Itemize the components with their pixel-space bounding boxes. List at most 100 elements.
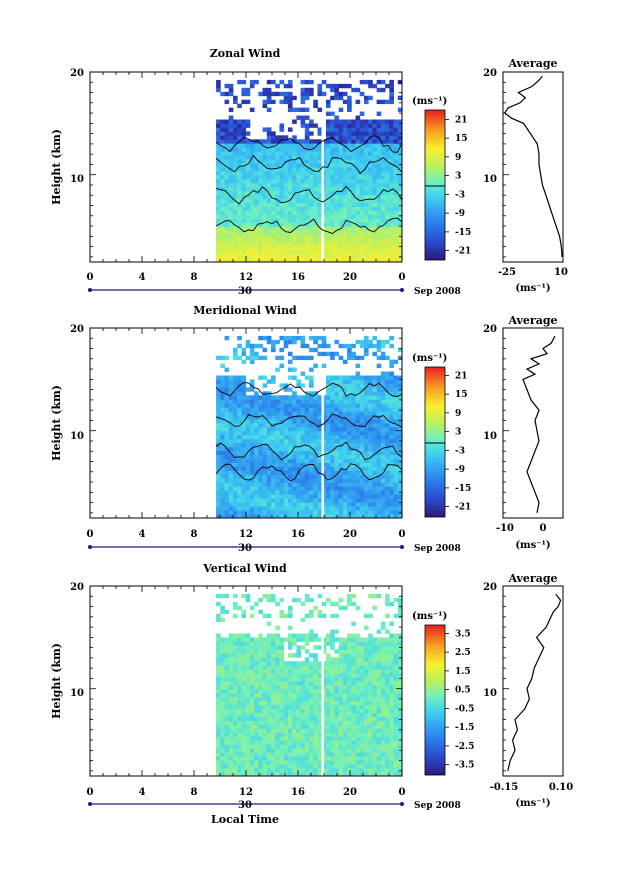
heatmap-cell <box>313 411 318 416</box>
heatmap-cell <box>228 641 234 646</box>
heatmap-cell <box>241 760 247 765</box>
heatmap-cell <box>347 107 352 112</box>
heatmap-cell <box>216 502 221 507</box>
heatmap-cell <box>237 419 242 424</box>
heatmap-cell <box>249 351 255 357</box>
heatmap-cell <box>216 182 221 188</box>
heatmap-cell <box>254 736 259 741</box>
heatmap-cell <box>338 605 344 611</box>
heatmap-cell <box>245 506 251 511</box>
heatmap-cell <box>338 194 344 200</box>
heatmap-cell <box>249 355 255 361</box>
heatmap-cell <box>262 613 268 619</box>
heatmap-cell <box>321 143 327 148</box>
heatmap-cell <box>283 190 289 196</box>
heatmap-cell <box>254 732 259 737</box>
heatmap-cell <box>372 510 378 515</box>
heatmap-cell <box>216 83 221 89</box>
heatmap-cell <box>338 653 344 658</box>
heatmap-cell <box>338 170 344 176</box>
heatmap-cell <box>279 720 285 725</box>
heatmap-cell <box>220 720 225 725</box>
heatmap-cell <box>372 450 378 456</box>
heatmap-cell <box>254 450 259 456</box>
heatmap-cell <box>249 756 255 761</box>
heatmap-cell <box>321 661 327 666</box>
heatmap-cell <box>271 407 276 412</box>
heatmap-cell <box>376 395 382 400</box>
heatmap-cell <box>347 182 352 188</box>
heatmap-cell <box>300 478 306 483</box>
heatmap-cell <box>271 470 276 475</box>
heatmap-cell <box>363 155 369 160</box>
heatmap-cell <box>385 502 390 507</box>
heatmap-cell <box>397 403 403 408</box>
heatmap-cell <box>355 254 361 259</box>
heatmap-cell <box>224 669 230 674</box>
heatmap-cell <box>325 230 331 235</box>
heatmap-cell <box>296 748 302 753</box>
heatmap-cell <box>241 641 247 646</box>
heatmap-cell <box>296 502 302 507</box>
heatmap-cell <box>380 430 386 436</box>
heatmap-cell <box>342 383 348 388</box>
heatmap-cell <box>271 593 276 599</box>
heatmap-cell <box>380 139 386 144</box>
heatmap-cell <box>262 206 268 211</box>
heatmap-cell <box>292 486 297 491</box>
colorbar-tick-label: 21 <box>455 115 468 125</box>
heatmap-cell <box>220 218 225 223</box>
heatmap-cell <box>300 214 306 219</box>
heatmap-cell <box>296 637 302 642</box>
heatmap-cell <box>300 446 306 452</box>
heatmap-cell <box>262 593 268 599</box>
heatmap-cell <box>347 649 352 654</box>
heatmap-cell <box>249 178 255 184</box>
heatmap-cell <box>224 716 230 721</box>
heatmap-cell <box>372 234 378 239</box>
heatmap-cell <box>347 395 352 400</box>
heatmap-cell <box>385 131 390 136</box>
heatmap-cell <box>397 430 403 436</box>
x-tick-label: 8 <box>191 529 198 540</box>
heatmap-cell <box>275 206 280 211</box>
heatmap-cell <box>237 246 242 251</box>
x-tick-label: 4 <box>139 272 146 283</box>
heatmap-cell <box>359 641 365 646</box>
heatmap-cell <box>262 143 268 148</box>
heatmap-cell <box>309 728 314 733</box>
heatmap-cell <box>330 218 335 223</box>
heatmap-cell <box>300 637 306 642</box>
heatmap-cell <box>241 681 247 686</box>
heatmap-cell <box>300 159 306 164</box>
heatmap-cell <box>245 87 251 93</box>
zonal-wind-panel: Zonal Wind 0 4 8 12 16 20 0 10 20 Height… <box>50 47 568 297</box>
heatmap-cell <box>245 700 251 706</box>
heatmap-cell <box>338 688 344 694</box>
heatmap-cell <box>363 218 369 223</box>
heatmap-cell <box>266 768 272 773</box>
heatmap-cell <box>249 470 255 475</box>
heatmap-cell <box>216 430 221 436</box>
heatmap-cell <box>355 462 361 467</box>
heatmap-cell <box>296 419 302 424</box>
heatmap-cell <box>363 202 369 207</box>
heatmap-cell <box>355 724 361 729</box>
heatmap-cell <box>241 673 247 678</box>
heatmap-cell <box>393 186 399 192</box>
y-tick-label: 20 <box>70 68 84 79</box>
heatmap-cell <box>262 403 268 408</box>
heatmap-cell <box>355 760 361 765</box>
heatmap-cell <box>228 677 234 682</box>
heatmap-cell <box>359 712 365 718</box>
heatmap-cell <box>338 343 344 349</box>
heatmap-cell <box>317 91 323 97</box>
heatmap-cell <box>317 155 323 160</box>
heatmap-cell <box>393 395 399 400</box>
heatmap-cell <box>397 107 403 112</box>
heatmap-cell <box>393 438 399 444</box>
heatmap-cell <box>334 423 340 428</box>
heatmap-cell <box>279 490 285 495</box>
heatmap-cell <box>237 355 242 361</box>
heatmap-cell <box>220 123 225 128</box>
